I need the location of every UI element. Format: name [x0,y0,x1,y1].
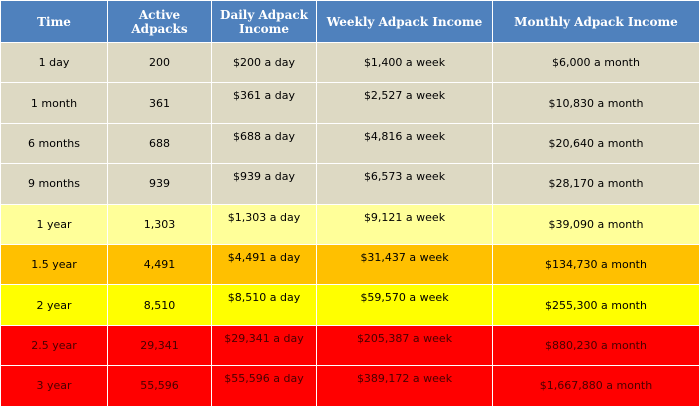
cell-weekly: $2,527 a week [317,83,493,123]
cell-time: 1.5 year [1,244,108,284]
cell-time: 3 year [1,366,108,406]
table-row: 1 month 361 $361 a day $2,527 a week $10… [1,83,699,123]
cell-weekly: $205,387 a week [317,325,493,365]
cell-daily: $939 a day [212,164,317,204]
cell-monthly: $880,230 a month [493,325,699,365]
cell-monthly: $10,830 a month [493,83,699,123]
cell-time: 1 day [1,43,108,83]
cell-weekly: $389,172 a week [317,366,493,406]
cell-time: 6 months [1,123,108,163]
cell-monthly: $6,000 a month [493,43,699,83]
cell-weekly: $4,816 a week [317,123,493,163]
header-time: Time [1,1,108,43]
cell-time: 2 year [1,285,108,325]
cell-daily: $1,303 a day [212,204,317,244]
cell-time: 2.5 year [1,325,108,365]
cell-daily: $200 a day [212,43,317,83]
cell-active: 29,341 [108,325,212,365]
cell-active: 8,510 [108,285,212,325]
table-row: 2 year 8,510 $8,510 a day $59,570 a week… [1,285,699,325]
cell-active: 4,491 [108,244,212,284]
header-monthly-income: Monthly Adpack Income [493,1,699,43]
cell-monthly: $134,730 a month [493,244,699,284]
cell-monthly: $28,170 a month [493,164,699,204]
cell-weekly: $9,121 a week [317,204,493,244]
cell-time: 9 months [1,164,108,204]
table-row: 9 months 939 $939 a day $6,573 a week $2… [1,164,699,204]
header-weekly-income: Weekly Adpack Income [317,1,493,43]
table-row: 6 months 688 $688 a day $4,816 a week $2… [1,123,699,163]
cell-daily: $29,341 a day [212,325,317,365]
cell-monthly: $255,300 a month [493,285,699,325]
cell-active: 55,596 [108,366,212,406]
cell-weekly: $59,570 a week [317,285,493,325]
cell-active: 688 [108,123,212,163]
header-active-adpacks: Active Adpacks [108,1,212,43]
cell-weekly: $1,400 a week [317,43,493,83]
cell-active: 200 [108,43,212,83]
cell-active: 361 [108,83,212,123]
cell-time: 1 month [1,83,108,123]
cell-weekly: $31,437 a week [317,244,493,284]
cell-monthly: $39,090 a month [493,204,699,244]
header-daily-income: Daily Adpack Income [212,1,317,43]
table-row: 3 year 55,596 $55,596 a day $389,172 a w… [1,366,699,406]
table-row: 2.5 year 29,341 $29,341 a day $205,387 a… [1,325,699,365]
table-row: 1.5 year 4,491 $4,491 a day $31,437 a we… [1,244,699,284]
cell-monthly: $20,640 a month [493,123,699,163]
table-row: 1 year 1,303 $1,303 a day $9,121 a week … [1,204,699,244]
cell-time: 1 year [1,204,108,244]
cell-active: 1,303 [108,204,212,244]
cell-active: 939 [108,164,212,204]
header-row: Time Active Adpacks Daily Adpack Income … [1,1,699,43]
cell-daily: $361 a day [212,83,317,123]
cell-monthly: $1,667,880 a month [493,366,699,406]
cell-daily: $688 a day [212,123,317,163]
cell-daily: $8,510 a day [212,285,317,325]
cell-daily: $4,491 a day [212,244,317,284]
cell-weekly: $6,573 a week [317,164,493,204]
table-row: 1 day 200 $200 a day $1,400 a week $6,00… [1,43,699,83]
cell-daily: $55,596 a day [212,366,317,406]
